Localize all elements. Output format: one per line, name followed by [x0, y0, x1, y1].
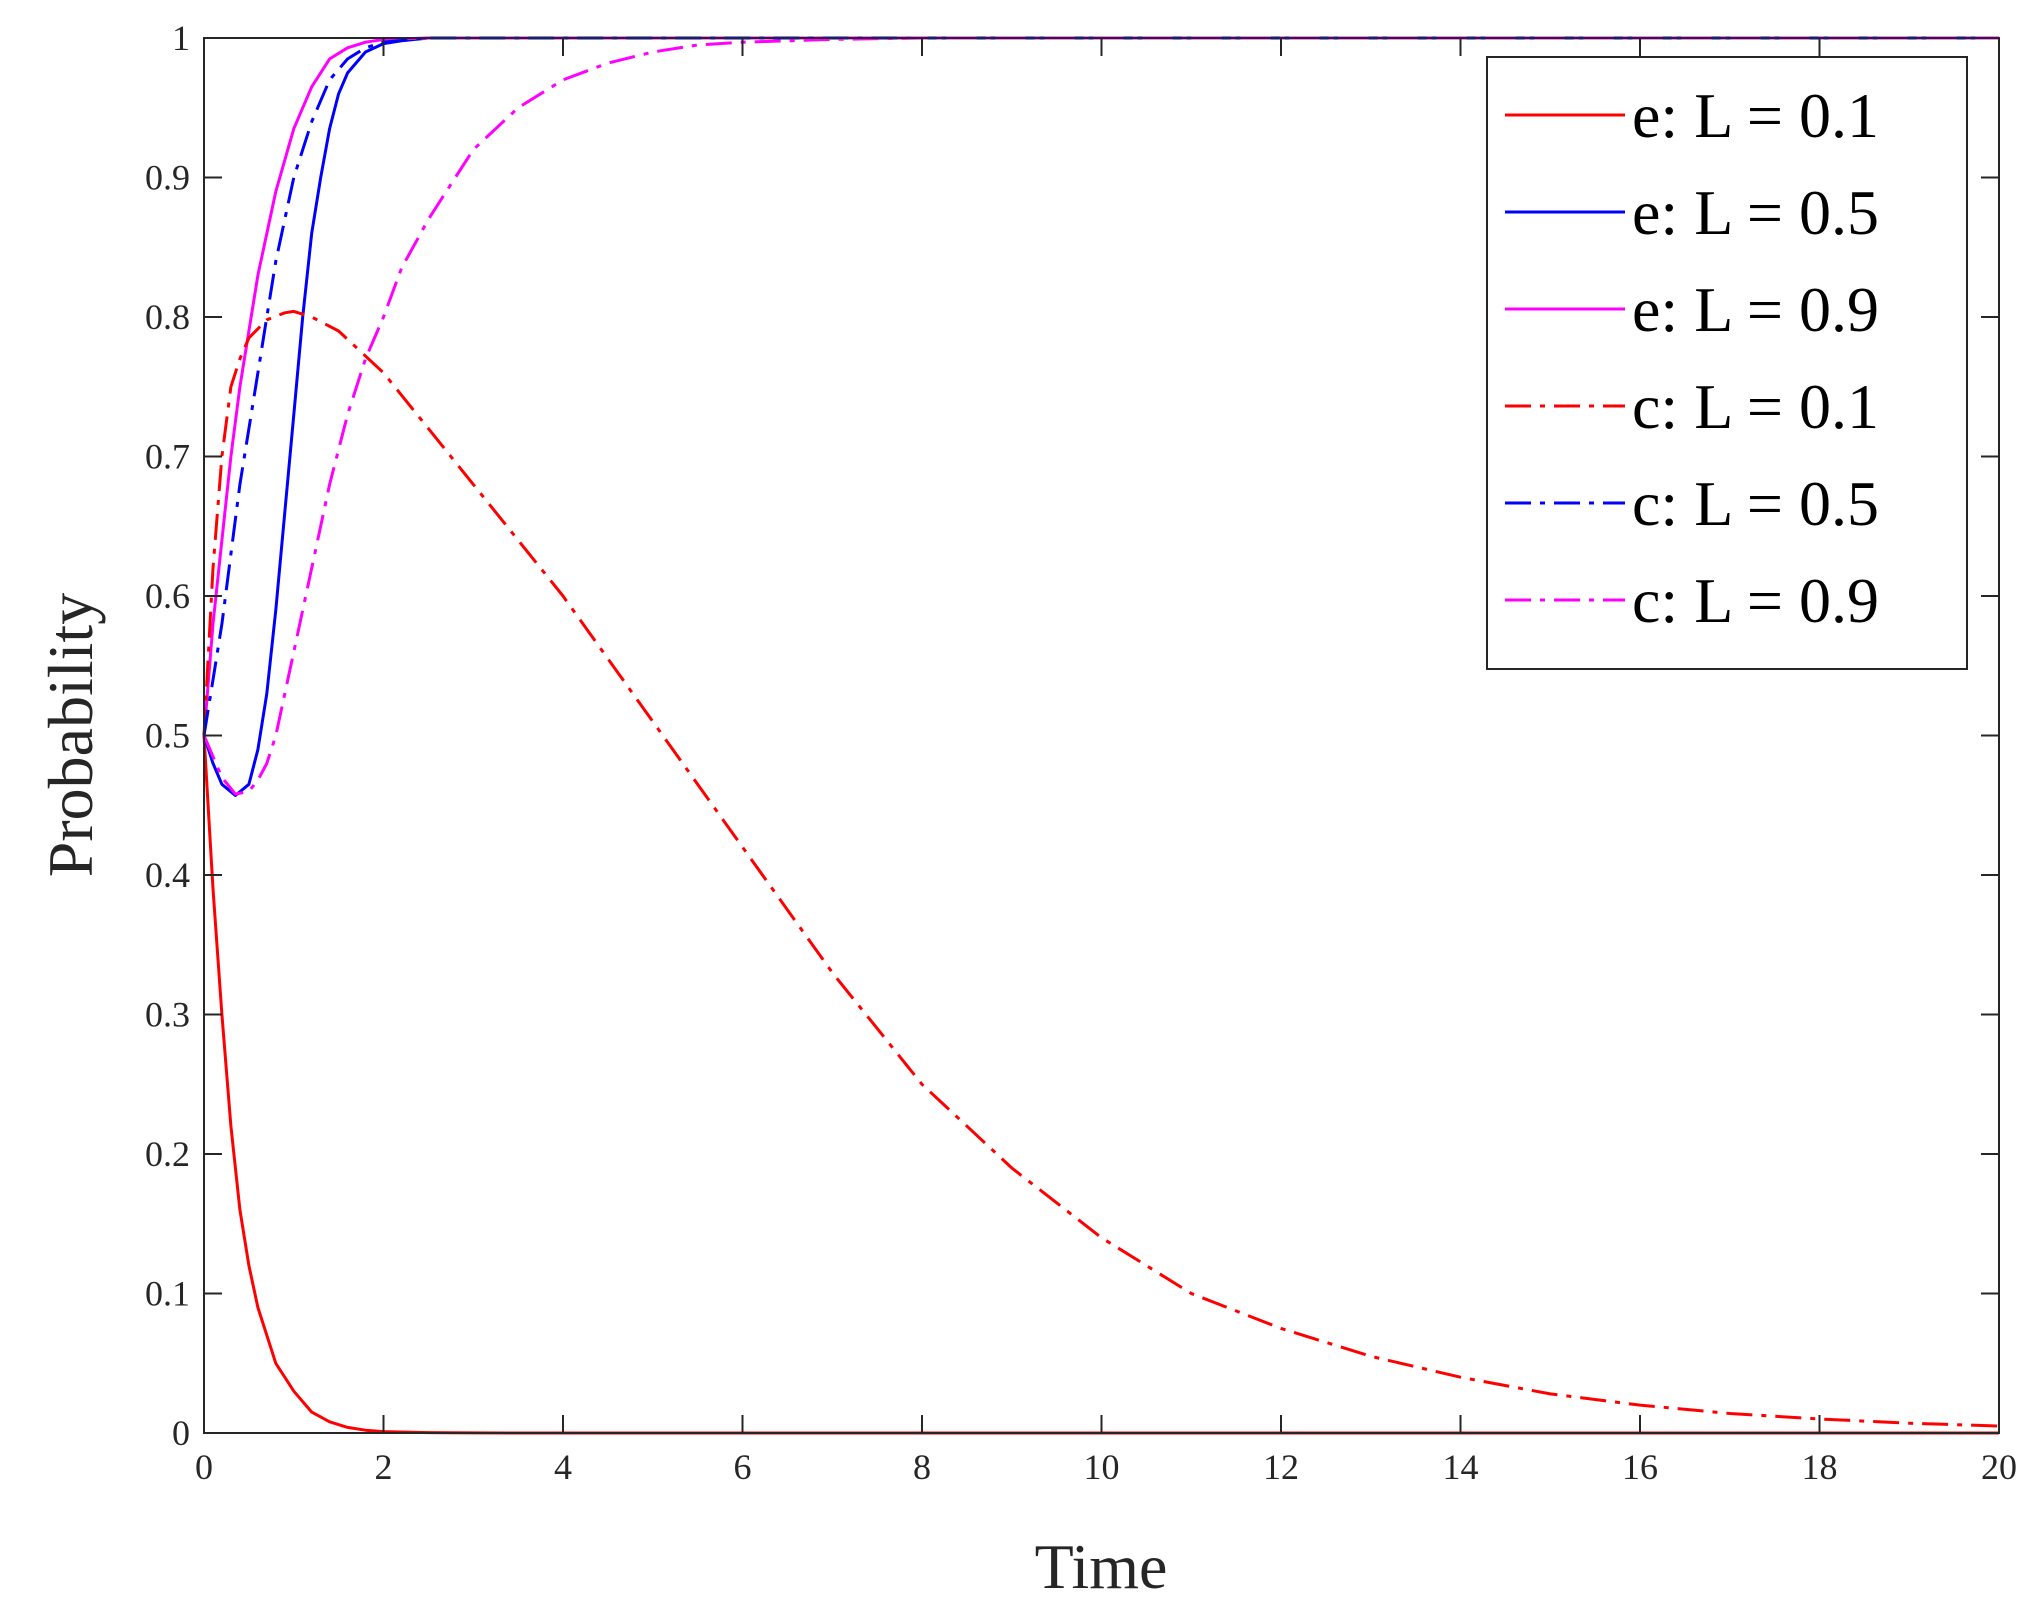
legend-label-1: e: L = 0.1: [1632, 80, 1879, 151]
y-tick-label: 0.5: [145, 716, 190, 756]
y-tick-label: 0.8: [145, 297, 190, 337]
x-tick-label: 6: [734, 1447, 752, 1487]
x-tick-label: 14: [1443, 1447, 1479, 1487]
y-tick-label: 0.6: [145, 576, 190, 616]
x-tick-label: 8: [913, 1447, 931, 1487]
x-tick-label: 0: [195, 1447, 213, 1487]
y-tick-label: 0.3: [145, 995, 190, 1035]
x-axis-title: Time: [1035, 1531, 1168, 1602]
y-tick-label: 0: [172, 1413, 190, 1453]
y-tick-label: 0.9: [145, 158, 190, 198]
legend-label-2: e: L = 0.5: [1632, 177, 1879, 248]
tick-layer: 0 2 4 6 8 10 12 14 16 18 20 0 0.1 0.2 0.3 0.4 0.5 0.6 0.7 0…: [145, 18, 2017, 1487]
x-tick-label: 16: [1622, 1447, 1658, 1487]
legend-label-6: c: L = 0.9: [1632, 565, 1879, 636]
y-tick-label: 0.2: [145, 1134, 190, 1174]
y-axis-title: Probability: [35, 593, 106, 877]
legend-label-3: e: L = 0.9: [1632, 274, 1879, 345]
x-tick-label: 2: [375, 1447, 393, 1487]
legend: e: L = 0.1 e: L = 0.5 e: L = 0.9 c: L = 0.1…: [1486, 56, 1968, 670]
x-tick-label: 20: [1981, 1447, 2017, 1487]
x-tick-label: 12: [1263, 1447, 1299, 1487]
series-line-4: [202, 309, 2000, 1428]
x-tick-label: 4: [554, 1447, 572, 1487]
y-tick-label: 0.7: [145, 437, 190, 477]
y-tick-label: 0.4: [145, 855, 190, 895]
y-tick-label: 1: [172, 18, 190, 58]
y-tick-label: 0.1: [145, 1274, 190, 1314]
x-tick-label: 18: [1802, 1447, 1838, 1487]
legend-label-4: c: L = 0.1: [1632, 371, 1879, 442]
x-tick-label: 10: [1084, 1447, 1120, 1487]
legend-box: [1486, 56, 1968, 670]
legend-label-5: c: L = 0.5: [1632, 468, 1879, 539]
